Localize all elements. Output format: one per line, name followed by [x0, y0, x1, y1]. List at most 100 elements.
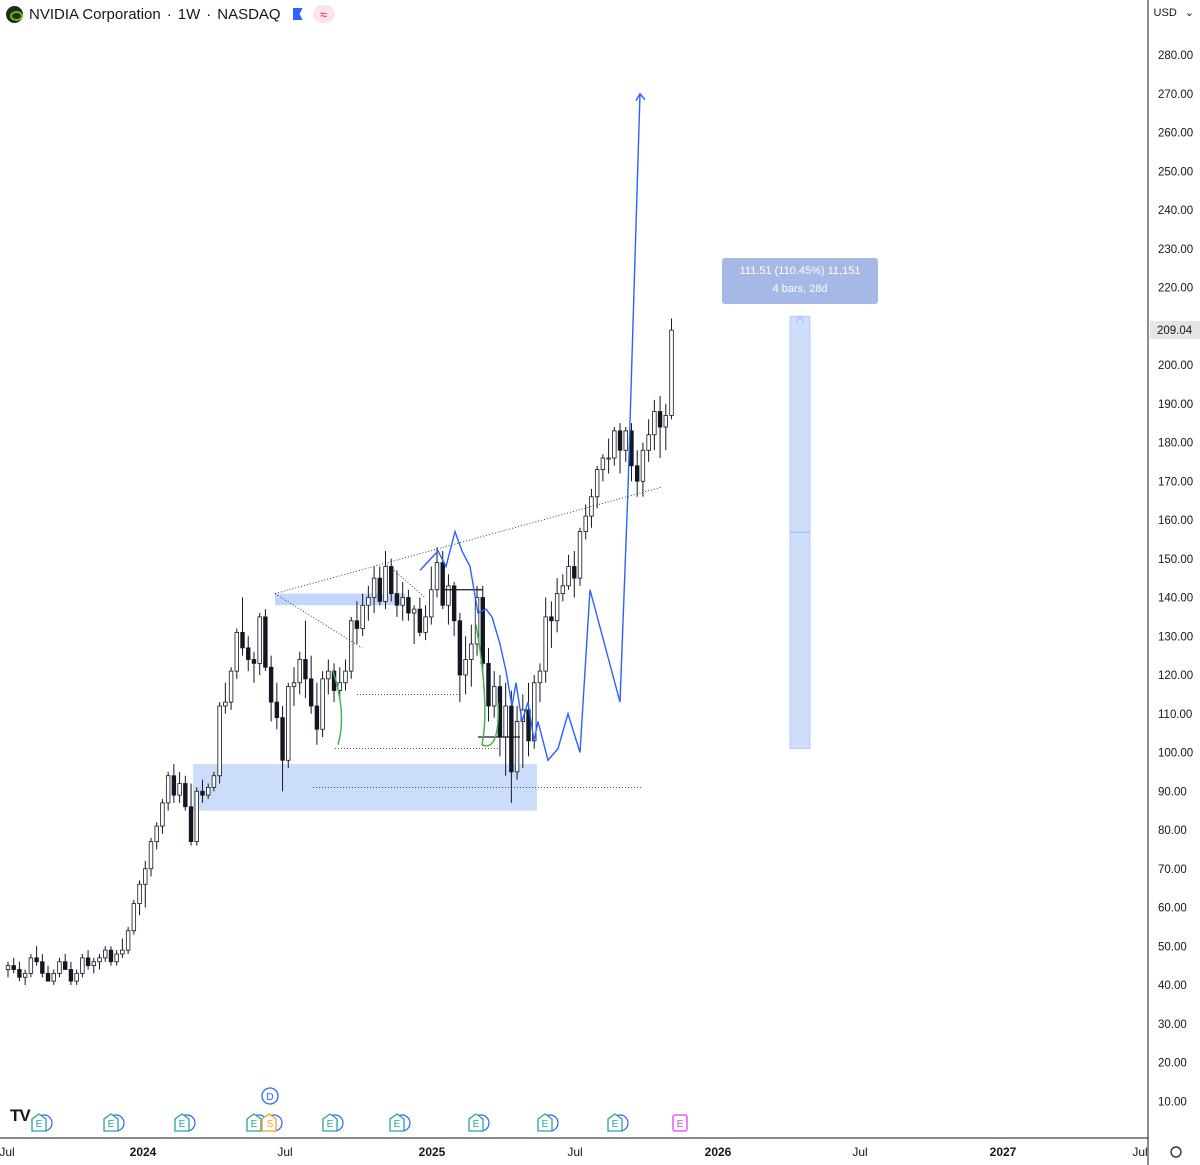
interval-label[interactable]: 1W	[177, 5, 201, 23]
candle	[268, 666, 274, 703]
candle	[57, 961, 62, 974]
current-price-label: 209.04	[1157, 325, 1193, 337]
price-tick-label: 60.00	[1158, 903, 1187, 915]
candle	[446, 585, 451, 606]
earnings-icon	[389, 1113, 405, 1132]
header-separator: ·	[166, 5, 172, 23]
candle	[80, 957, 85, 974]
candle	[657, 411, 663, 428]
flag-icon[interactable]	[292, 8, 303, 20]
candle	[223, 701, 228, 707]
candle	[188, 806, 194, 843]
event-marker-label: E	[251, 1119, 258, 1130]
candle	[343, 670, 348, 684]
price-tick-label: 160.00	[1158, 515, 1193, 527]
green-wave	[332, 670, 343, 745]
candle	[411, 608, 417, 614]
price-tick-label: 110.00	[1158, 709, 1192, 721]
candle	[640, 449, 646, 482]
candle	[240, 631, 245, 649]
price-tick-label: 270.00	[1158, 89, 1193, 101]
earnings-icon	[103, 1113, 119, 1132]
split-icon	[261, 1113, 277, 1132]
candle	[566, 566, 571, 587]
candle	[486, 662, 491, 707]
candle	[17, 969, 22, 978]
candle	[606, 457, 611, 460]
candle	[120, 949, 125, 955]
candle	[669, 329, 674, 416]
candle	[257, 616, 262, 664]
candle	[28, 957, 34, 974]
candle	[45, 972, 51, 982]
candles-layer	[5, 318, 674, 985]
event-marker-label: E	[108, 1119, 115, 1130]
event-marker-label: E	[36, 1119, 43, 1130]
candle	[623, 430, 628, 451]
candle	[297, 659, 302, 684]
candle	[572, 566, 577, 579]
candle	[417, 608, 423, 633]
candle	[423, 616, 428, 633]
candle	[286, 686, 291, 761]
price-tick-label: 130.00	[1158, 631, 1193, 643]
exchange-label: NASDAQ	[217, 5, 281, 23]
candle	[217, 705, 222, 777]
projection-arrowhead	[635, 92, 646, 102]
candle	[394, 593, 400, 606]
candle	[103, 949, 108, 959]
price-tick-label: 180.00	[1158, 438, 1193, 450]
candle	[537, 670, 543, 684]
earnings-icon	[322, 1113, 338, 1132]
time-tick-label: 2025	[419, 1145, 446, 1159]
earnings-icon	[31, 1113, 47, 1132]
candle	[389, 566, 394, 595]
green-wave	[475, 624, 499, 747]
candle	[474, 597, 480, 645]
candle	[63, 961, 68, 970]
candle	[11, 965, 16, 970]
price-tick-label: 30.00	[1158, 1019, 1187, 1031]
candle	[91, 961, 96, 967]
trendline	[274, 593, 363, 649]
candle	[68, 969, 74, 982]
candle	[377, 577, 382, 602]
earnings-icon	[468, 1113, 484, 1132]
candle	[251, 659, 257, 664]
header-separator: ·	[206, 5, 212, 23]
tradingview-logo: TV	[10, 1106, 31, 1125]
candle	[246, 647, 251, 660]
price-tick-label: 190.00	[1158, 399, 1193, 411]
measure-change-text: 111.51 (110.45%) 11,151	[739, 265, 861, 277]
price-axis: 10.00 20.00 30.00 40.00 50.00 60.00 70.00 80.00…	[1147, 0, 1200, 1165]
candle	[143, 868, 148, 885]
time-tick-label: 2027	[990, 1145, 1017, 1159]
candle	[549, 616, 554, 622]
price-tick-label: 120.00	[1158, 670, 1193, 682]
candle	[617, 430, 623, 451]
time-tick-label: 2026	[705, 1145, 732, 1159]
price-tick-label: 40.00	[1158, 980, 1187, 992]
candle	[22, 972, 28, 978]
wave-icon[interactable]: ≈	[312, 5, 335, 23]
candle	[34, 957, 39, 963]
candle	[291, 682, 297, 688]
candle	[148, 841, 154, 870]
candle	[211, 775, 217, 788]
price-tick-label: 230.00	[1158, 244, 1193, 256]
measure-duration-text: 4 bars, 28d	[772, 283, 828, 295]
candle	[114, 953, 119, 963]
candle	[228, 670, 234, 703]
price-tick-label: 80.00	[1158, 825, 1187, 837]
price-tick-label: 10.00	[1158, 1096, 1187, 1108]
drawing-layer	[193, 315, 811, 811]
currency-selector[interactable]: USD ⌄	[1154, 6, 1194, 20]
chevron-down-icon: ⌄	[1184, 7, 1194, 19]
symbol-header[interactable]: NVIDIA Corporation · 1W · NASDAQ ≈	[6, 3, 335, 25]
candle	[85, 957, 91, 967]
supply-zone	[275, 593, 405, 606]
candle	[314, 705, 320, 730]
candle	[383, 566, 388, 602]
projection-line	[419, 93, 641, 762]
